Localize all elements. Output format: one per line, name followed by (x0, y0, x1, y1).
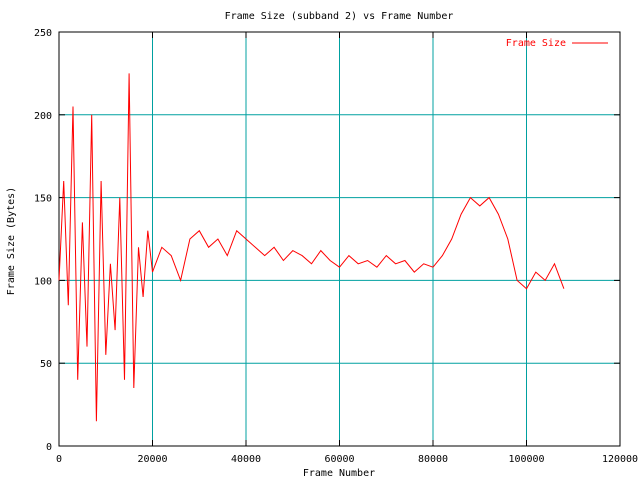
x-tick-label: 0 (56, 454, 62, 465)
legend-label: Frame Size (506, 38, 566, 49)
series-layer (58, 73, 565, 422)
x-axis-label: Frame Number (303, 468, 375, 479)
y-tick-label: 250 (34, 28, 52, 39)
y-tick-label: 0 (46, 442, 52, 453)
x-tick-label: 100000 (508, 454, 544, 465)
x-tick-label: 60000 (324, 454, 354, 465)
x-tick-label: 120000 (602, 454, 638, 465)
x-tick-label: 20000 (137, 454, 167, 465)
legend: Frame Size (506, 38, 608, 49)
series-line (58, 73, 565, 422)
grid-lines (59, 32, 620, 446)
y-tick-label: 100 (34, 276, 52, 287)
chart-title: Frame Size (subband 2) vs Frame Number (225, 11, 454, 22)
y-tick-label: 200 (34, 111, 52, 122)
y-axis-label: Frame Size (Bytes) (6, 187, 17, 295)
y-tick-label: 150 (34, 194, 52, 205)
x-tick-label: 80000 (418, 454, 448, 465)
axis-ticks (58, 31, 621, 447)
x-tick-label: 40000 (231, 454, 261, 465)
y-tick-label: 50 (40, 359, 52, 370)
tick-labels: 0 20000 40000 60000 80000 100000 120000 0 50 100 1… (34, 28, 638, 465)
